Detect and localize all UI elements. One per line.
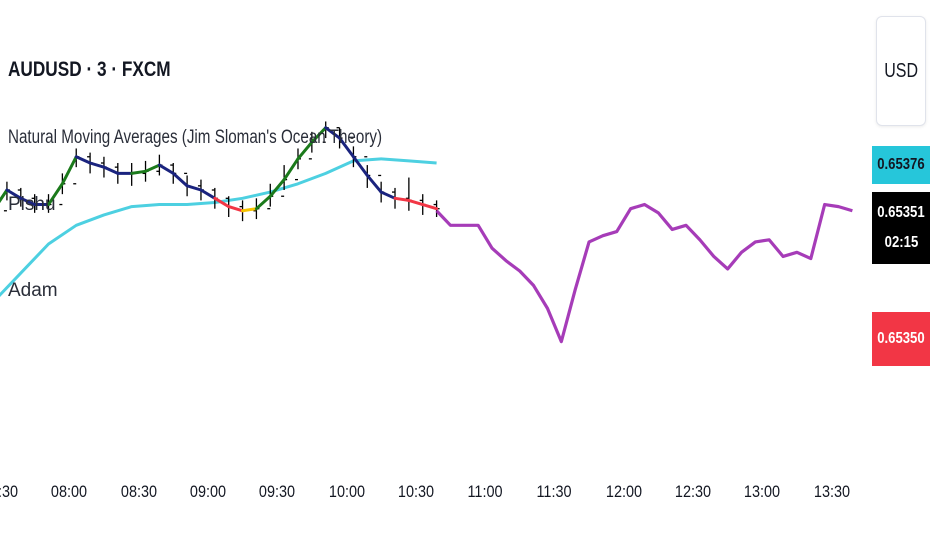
natural-moving-average-segment: [254, 194, 272, 211]
natural-moving-average-segment: [199, 188, 217, 200]
natural-moving-average-segment: [227, 205, 245, 213]
time-tick-label: 08:30: [120, 482, 157, 501]
bid-price-text: 0.65350: [877, 330, 925, 347]
natural-moving-average-segment: [407, 198, 425, 207]
natural-moving-average-segment: [19, 196, 37, 207]
time-tick-label: 12:00: [605, 482, 642, 501]
natural-moving-average-segment: [296, 140, 314, 161]
time-tick-label: 10:30: [397, 482, 434, 501]
last-price-text: 0.65351: [877, 204, 925, 221]
natural-moving-average-segment: [74, 155, 92, 165]
natural-moving-average-segment: [47, 182, 64, 207]
time-tick-label: 12:30: [674, 482, 712, 501]
natural-moving-average-segment: [421, 203, 439, 211]
natural-moving-average-segment: [282, 157, 300, 182]
moving-average-price-text: 0.65376: [877, 156, 925, 173]
natural-moving-average-segment: [338, 136, 355, 159]
bar-countdown-text: 02:15: [884, 234, 918, 251]
time-axis[interactable]: 7:30 08:00 08:30 09:00 09:30 10:00 10:30 11:00 1…: [0, 470, 870, 510]
time-tick-label: 13:30: [813, 482, 850, 501]
last-price-label: 0.65351 02:15: [872, 192, 930, 264]
projection-line: [435, 202, 853, 344]
time-tick-label: 09:30: [259, 482, 296, 501]
currency-button[interactable]: USD: [876, 16, 926, 126]
natural-moving-average-segment: [310, 126, 328, 144]
natural-moving-average-segment: [185, 184, 203, 192]
time-tick-label: 09:00: [189, 482, 226, 501]
natural-moving-average-segment: [60, 155, 78, 186]
time-tick-label: 13:00: [744, 482, 781, 501]
moving-average-price-label: 0.65376: [872, 146, 930, 184]
natural-moving-average-segment: [171, 171, 189, 188]
natural-moving-average-segment: [241, 207, 258, 213]
natural-moving-average-segment: [324, 126, 342, 140]
time-tick-label: 7:30: [0, 482, 19, 501]
time-tick-label: 10:00: [328, 482, 365, 501]
indicator-legend-nma[interactable]: Natural Moving Averages (Jim Sloman's Oc…: [8, 127, 383, 148]
bid-price-label: 0.65350: [872, 312, 930, 366]
chart-plot-area[interactable]: AUDUSD · 3 · FXCM Natural Moving Average…: [0, 0, 870, 460]
natural-moving-average-segment: [268, 178, 286, 198]
natural-moving-average-segment: [351, 155, 369, 177]
natural-moving-average-segment: [130, 169, 148, 175]
natural-moving-average-segment: [0, 188, 9, 204]
natural-moving-average-segment: [379, 190, 397, 200]
currency-label: USD: [884, 59, 918, 82]
natural-moving-average-segment: [88, 161, 106, 169]
natural-moving-average-segment: [144, 163, 161, 173]
natural-moving-average-segment: [102, 165, 120, 175]
symbol-title[interactable]: AUDUSD · 3 · FXCM: [8, 58, 171, 81]
time-tick-label: 08:00: [51, 482, 88, 501]
natural-moving-average-segment: [157, 163, 175, 175]
natural-moving-average-segment: [5, 188, 23, 200]
chart-svg: [0, 121, 853, 344]
natural-moving-average-segment: [393, 196, 411, 202]
time-tick-label: 11:00: [467, 482, 503, 501]
indicator-legend-pishu[interactable]: Pishu: [8, 194, 56, 215]
natural-moving-average-segment: [213, 196, 231, 209]
indicator-legend-adam[interactable]: Adam: [8, 280, 58, 301]
time-tick-label: 11:30: [536, 482, 572, 501]
natural-moving-average-segment: [365, 173, 383, 194]
